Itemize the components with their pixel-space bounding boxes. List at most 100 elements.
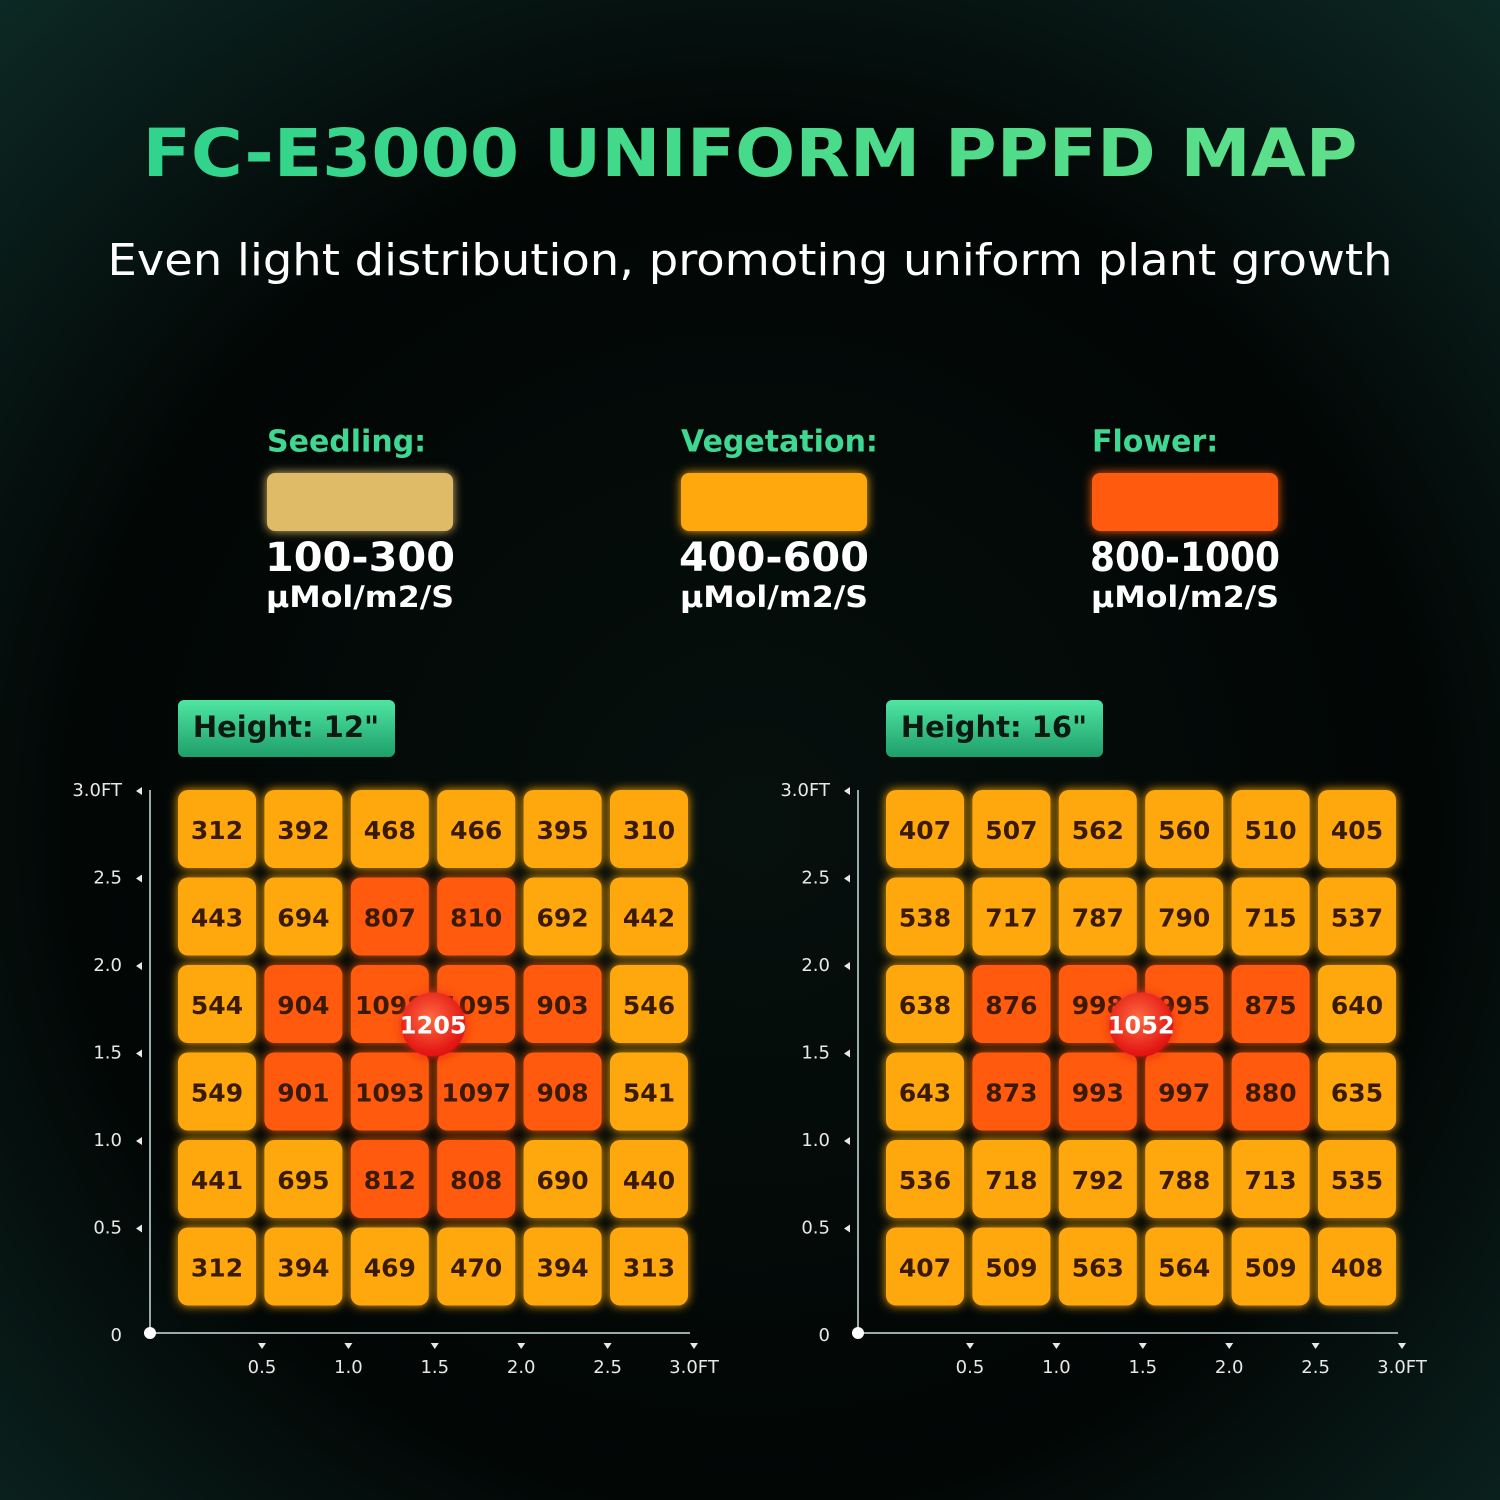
height-label: Height: 16" bbox=[901, 710, 1087, 744]
y-axis-label: 2.5 bbox=[93, 868, 122, 889]
y-axis-label: 1.0 bbox=[93, 1130, 122, 1151]
x-axis-label: 0.5 bbox=[956, 1357, 985, 1378]
y-tick bbox=[136, 787, 142, 795]
x-axis-label: 1.0 bbox=[1042, 1357, 1071, 1378]
legend-label: Seedling: bbox=[267, 425, 426, 460]
ppfd-value: 718 bbox=[985, 1166, 1037, 1195]
y-axis-label: 2.0 bbox=[93, 955, 122, 976]
ppfd-cell bbox=[523, 877, 602, 956]
x-tick bbox=[1052, 1343, 1061, 1349]
ppfd-value: 466 bbox=[450, 816, 502, 845]
ppfd-cell bbox=[1058, 877, 1137, 956]
y-tick bbox=[844, 962, 850, 970]
y-tick bbox=[136, 874, 142, 883]
legend-unit: μMol/m2/S bbox=[266, 580, 454, 614]
ppfd-cell bbox=[437, 1227, 516, 1306]
ppfd-cell bbox=[523, 1227, 602, 1306]
ppfd-cell bbox=[264, 1140, 343, 1218]
ppfd-cell bbox=[972, 965, 1051, 1043]
x-axis-label: 2.5 bbox=[1301, 1357, 1330, 1378]
ppfd-value: 788 bbox=[1158, 1166, 1210, 1195]
y-tick bbox=[136, 1049, 142, 1058]
ppfd-cell bbox=[523, 1140, 602, 1218]
legend-swatch bbox=[267, 473, 453, 531]
ppfd-cell bbox=[264, 877, 343, 956]
ppfd-value: 812 bbox=[364, 1166, 416, 1195]
y-axis-label: 3.0FT bbox=[780, 780, 831, 801]
ppfd-cell bbox=[1058, 790, 1137, 868]
ppfd-cell bbox=[523, 965, 602, 1043]
legend-label: Vegetation: bbox=[681, 425, 878, 460]
ppfd-cell bbox=[178, 1227, 256, 1306]
ppfd-value: 717 bbox=[985, 904, 1037, 933]
x-axis-label: 1.0 bbox=[334, 1357, 363, 1378]
ppfd-cell bbox=[1145, 1052, 1224, 1131]
y-axis-label: 0 bbox=[111, 1325, 122, 1346]
ppfd-value: 713 bbox=[1245, 1166, 1297, 1195]
ppfd-value: 310 bbox=[623, 816, 675, 845]
y-axis-label: 1.5 bbox=[93, 1043, 122, 1064]
ppfd-cell bbox=[1058, 1052, 1137, 1131]
y-axis-label: 2.0 bbox=[801, 955, 830, 976]
ppfd-value: 405 bbox=[1331, 816, 1383, 845]
ppfd-value: 787 bbox=[1072, 904, 1124, 933]
ppfd-value: 469 bbox=[364, 1254, 416, 1283]
y-axis-label: 0.5 bbox=[801, 1218, 830, 1239]
ppfd-cell bbox=[610, 1140, 688, 1218]
legend-unit: μMol/m2/S bbox=[680, 580, 868, 614]
ppfd-value: 810 bbox=[450, 904, 502, 933]
ppfd-cell bbox=[178, 877, 256, 956]
ppfd-value: 560 bbox=[1158, 816, 1210, 845]
x-axis-label: 2.5 bbox=[593, 1357, 622, 1378]
axis-origin bbox=[852, 1327, 864, 1339]
ppfd-cell bbox=[886, 877, 964, 956]
ppfd-cell bbox=[1145, 790, 1224, 868]
ppfd-value: 510 bbox=[1245, 816, 1297, 845]
ppfd-value: 873 bbox=[985, 1079, 1037, 1108]
ppfd-cell bbox=[1058, 1227, 1137, 1306]
legend-swatch bbox=[1092, 473, 1278, 531]
ppfd-cell bbox=[1318, 1227, 1396, 1306]
ppfd-value: 440 bbox=[623, 1166, 675, 1195]
ppfd-cell bbox=[350, 1140, 429, 1218]
ppfd-value: 470 bbox=[450, 1254, 502, 1283]
ppfd-value: 690 bbox=[537, 1166, 589, 1195]
content: Seedling:100-300μMol/m2/SVegetation:400-… bbox=[72, 425, 1427, 1379]
ppfd-value: 635 bbox=[1331, 1079, 1383, 1108]
ppfd-value: 904 bbox=[277, 991, 329, 1020]
ppfd-cell bbox=[972, 1227, 1051, 1306]
x-tick bbox=[1225, 1343, 1234, 1349]
ppfd-cell bbox=[350, 877, 429, 956]
ppfd-cell bbox=[1318, 877, 1396, 956]
y-tick bbox=[136, 1137, 142, 1145]
ppfd-value: 535 bbox=[1331, 1166, 1383, 1195]
x-tick bbox=[1138, 1343, 1147, 1349]
ppfd-cell bbox=[610, 877, 688, 956]
ppfd-cell bbox=[1231, 877, 1310, 956]
ppfd-value: 395 bbox=[537, 816, 589, 845]
ppfd-cell bbox=[972, 1052, 1051, 1131]
ppfd-value: 563 bbox=[1072, 1254, 1124, 1283]
y-axis-label: 1.0 bbox=[801, 1130, 830, 1151]
ppfd-cell bbox=[886, 1140, 964, 1218]
y-axis-label: 3.0FT bbox=[72, 780, 123, 801]
ppfd-cell bbox=[437, 877, 516, 956]
ppfd-value: 468 bbox=[364, 816, 416, 845]
peak-marker bbox=[401, 992, 466, 1057]
ppfd-value: 407 bbox=[899, 1254, 951, 1283]
legend-swatch bbox=[681, 473, 867, 531]
y-tick bbox=[844, 1137, 850, 1145]
ppfd-value: 643 bbox=[899, 1079, 951, 1108]
ppfd-cell bbox=[886, 1052, 964, 1131]
ppfd-value: 564 bbox=[1158, 1254, 1210, 1283]
ppfd-cell bbox=[178, 1140, 256, 1218]
ppfd-value: 903 bbox=[537, 991, 589, 1020]
peak-value: 1052 bbox=[1108, 1012, 1175, 1040]
ppfd-cell bbox=[610, 1052, 688, 1131]
ppfd-value: 1097 bbox=[441, 1079, 511, 1108]
ppfd-cell bbox=[1231, 1052, 1310, 1131]
ppfd-cell bbox=[1318, 1140, 1396, 1218]
y-axis-label: 2.5 bbox=[801, 868, 830, 889]
ppfd-value: 880 bbox=[1245, 1079, 1297, 1108]
ppfd-value: 640 bbox=[1331, 991, 1383, 1020]
